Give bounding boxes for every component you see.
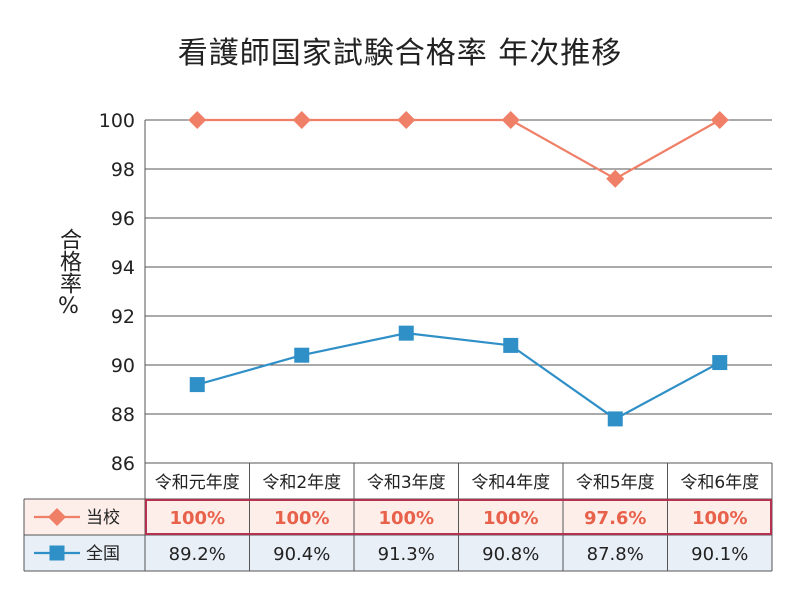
school-data-point [501, 111, 520, 129]
school-value-cell: 100% [378, 508, 434, 529]
national-data-point [503, 337, 519, 353]
national-value-cell: 90.8% [482, 544, 539, 565]
legend-school-label: 当校 [86, 508, 120, 528]
school-data-point [710, 111, 729, 129]
national-data-point [712, 355, 728, 371]
y-tick-label: 94 [111, 257, 135, 279]
category-label: 令和3年度 [367, 473, 446, 493]
y-tick-label: 92 [111, 306, 135, 328]
school-data-point [188, 111, 207, 129]
national-data-point [294, 347, 310, 363]
category-label: 令和2年度 [262, 473, 341, 493]
y-tick-label: 86 [111, 453, 135, 475]
y-tick-label: 88 [111, 404, 135, 426]
school-data-point [397, 111, 416, 129]
school-value-cell: 100% [169, 508, 225, 529]
school-value-cell: 100% [692, 508, 748, 529]
legend-national-marker [49, 545, 65, 561]
y-tick-label: 90 [111, 355, 135, 377]
y-tick-label: 98 [111, 159, 135, 181]
national-row-background [24, 535, 772, 571]
legend-national-label: 全国 [86, 544, 120, 564]
y-tick-label: 100 [99, 110, 135, 132]
national-value-cell: 89.2% [169, 544, 226, 565]
category-label: 令和6年度 [680, 473, 759, 493]
y-axis-label: 合格率% [56, 228, 81, 319]
school-row-background [24, 499, 772, 535]
legend-school-marker [48, 508, 66, 526]
category-label: 令和元年度 [155, 473, 240, 493]
national-value-cell: 90.4% [273, 544, 330, 565]
school-data-point [292, 111, 311, 129]
y-tick-label: 96 [111, 208, 135, 230]
chart-title: 看護師国家試験合格率 年次推移 [177, 36, 623, 71]
category-label: 令和5年度 [576, 473, 655, 493]
school-data-point [606, 169, 625, 188]
national-value-cell: 91.3% [378, 544, 435, 565]
school-series-line [197, 118, 721, 181]
national-data-point [189, 377, 205, 393]
national-data-point [398, 325, 414, 341]
school-value-cell: 100% [483, 508, 539, 529]
school-value-cell: 97.6% [584, 508, 646, 529]
school-row-highlight [145, 499, 772, 535]
national-series-line [196, 332, 721, 421]
national-data-point [607, 411, 623, 427]
school-value-cell: 100% [274, 508, 330, 529]
national-value-cell: 90.1% [691, 544, 748, 565]
national-value-cell: 87.8% [587, 544, 644, 565]
category-label: 令和4年度 [471, 473, 550, 493]
